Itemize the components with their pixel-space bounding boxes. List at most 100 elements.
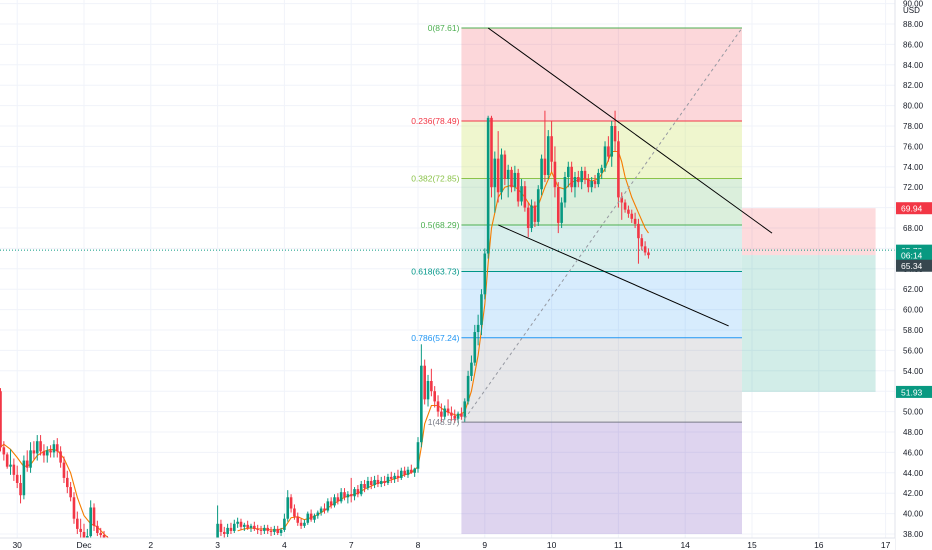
candle-body bbox=[89, 507, 92, 537]
time-tick-label: 3 bbox=[215, 540, 220, 550]
candle-body bbox=[76, 518, 79, 529]
time-tick-label: 30 bbox=[12, 540, 22, 550]
candle-body bbox=[49, 450, 52, 453]
candle-body bbox=[383, 480, 386, 483]
price-tick-label: 50.00 bbox=[903, 408, 924, 417]
candle-body bbox=[66, 477, 69, 488]
price-axis-background bbox=[895, 0, 932, 550]
candle-body bbox=[219, 523, 223, 532]
time-tick-label: 9 bbox=[482, 540, 487, 550]
time-tick-label: 17 bbox=[881, 540, 891, 550]
candle-body bbox=[259, 529, 263, 531]
candle-body bbox=[323, 508, 326, 511]
candle-body bbox=[92, 507, 96, 526]
candle-body bbox=[637, 223, 640, 239]
candle-body bbox=[393, 475, 396, 479]
price-badge-label: 69.94 bbox=[901, 204, 923, 214]
candle-body bbox=[406, 469, 410, 475]
candle-body bbox=[536, 189, 540, 222]
candle-body bbox=[597, 172, 600, 185]
candle-body bbox=[603, 146, 607, 168]
candle-body bbox=[540, 158, 543, 190]
price-tick-label: 54.00 bbox=[903, 367, 924, 376]
candle-body bbox=[363, 484, 366, 489]
candle-body bbox=[590, 181, 593, 188]
candle-body bbox=[55, 444, 59, 452]
candle-body bbox=[460, 413, 463, 417]
candle-body bbox=[503, 154, 507, 180]
candle-body bbox=[306, 513, 310, 523]
candle-body bbox=[256, 528, 259, 530]
candle-body bbox=[0, 391, 2, 448]
candle-body bbox=[580, 170, 583, 183]
candle-body bbox=[396, 475, 400, 478]
fib-level-label: 0.786(57.24) bbox=[411, 333, 459, 343]
candle-body bbox=[19, 483, 22, 496]
candle-body bbox=[313, 515, 316, 520]
candle-body bbox=[577, 177, 580, 183]
price-tick-label: 58.00 bbox=[903, 326, 924, 335]
candle-body bbox=[410, 469, 413, 473]
short-position-tool[interactable] bbox=[0, 208, 895, 392]
candle-body bbox=[62, 462, 66, 478]
fib-level-label: 0.5(68.29) bbox=[421, 220, 460, 230]
candle-body bbox=[470, 362, 473, 376]
price-tick-label: 74.00 bbox=[903, 163, 924, 172]
candle-body bbox=[550, 136, 553, 162]
fib-band bbox=[461, 225, 742, 272]
price-badge bbox=[896, 259, 932, 272]
time-tick-label: 10 bbox=[547, 540, 557, 550]
time-tick-label: 8 bbox=[416, 540, 421, 550]
time-tick-label: 7 bbox=[349, 540, 354, 550]
candle-body bbox=[583, 170, 587, 180]
trend-line bbox=[487, 27, 773, 234]
candle-body bbox=[229, 527, 233, 531]
candle-body bbox=[553, 161, 557, 188]
candle-body bbox=[533, 205, 537, 222]
time-axis[interactable]: 30 Dec 2 3 4 7 8 9 10 11 14 15 16 17 bbox=[0, 537, 895, 550]
candle-body bbox=[493, 158, 497, 188]
fibonacci-retracement[interactable] bbox=[461, 27, 742, 534]
candle-body bbox=[613, 126, 617, 142]
candle-body bbox=[359, 484, 363, 495]
candle-body bbox=[600, 167, 603, 173]
price-tick-label: 62.00 bbox=[903, 285, 924, 294]
price-tick-label: 56.00 bbox=[903, 346, 924, 355]
candle-body bbox=[403, 470, 406, 475]
chart-grid bbox=[0, 0, 895, 538]
candle-body bbox=[430, 381, 433, 392]
candle-body bbox=[269, 530, 273, 532]
candle-body bbox=[630, 213, 634, 219]
candle-body bbox=[96, 525, 99, 533]
price-tick-label: 90.00 bbox=[903, 0, 924, 9]
candle-body bbox=[416, 442, 420, 469]
candle-body bbox=[273, 528, 276, 532]
candle-body bbox=[246, 524, 249, 528]
trend-lines[interactable] bbox=[464, 27, 773, 420]
candle-body bbox=[266, 527, 269, 531]
time-tick-label: 11 bbox=[614, 540, 623, 550]
candle-body bbox=[216, 523, 219, 540]
candle-body bbox=[45, 450, 49, 456]
price-tick-label: 82.00 bbox=[903, 81, 924, 90]
price-badge bbox=[896, 202, 932, 215]
fib-level-label: 0.618(63.73) bbox=[411, 267, 459, 277]
candle-body bbox=[587, 179, 590, 188]
price-tick-label: 86.00 bbox=[903, 40, 924, 49]
candle-body bbox=[276, 528, 280, 533]
candle-body bbox=[293, 508, 296, 517]
candle-body bbox=[400, 470, 403, 478]
price-badge-label: 51.93 bbox=[901, 387, 923, 397]
candle-body bbox=[607, 146, 610, 157]
price-tick-label: 38.00 bbox=[903, 530, 924, 539]
candle-body bbox=[279, 529, 283, 533]
candle-body bbox=[319, 508, 323, 513]
candle-body bbox=[243, 524, 246, 527]
price-tick-label: 68.00 bbox=[903, 224, 924, 233]
time-tick-label: Dec bbox=[76, 540, 92, 550]
time-tick-label: 14 bbox=[680, 540, 690, 550]
candle-body bbox=[289, 497, 293, 509]
price-badge-label: 06:14 bbox=[901, 251, 923, 261]
